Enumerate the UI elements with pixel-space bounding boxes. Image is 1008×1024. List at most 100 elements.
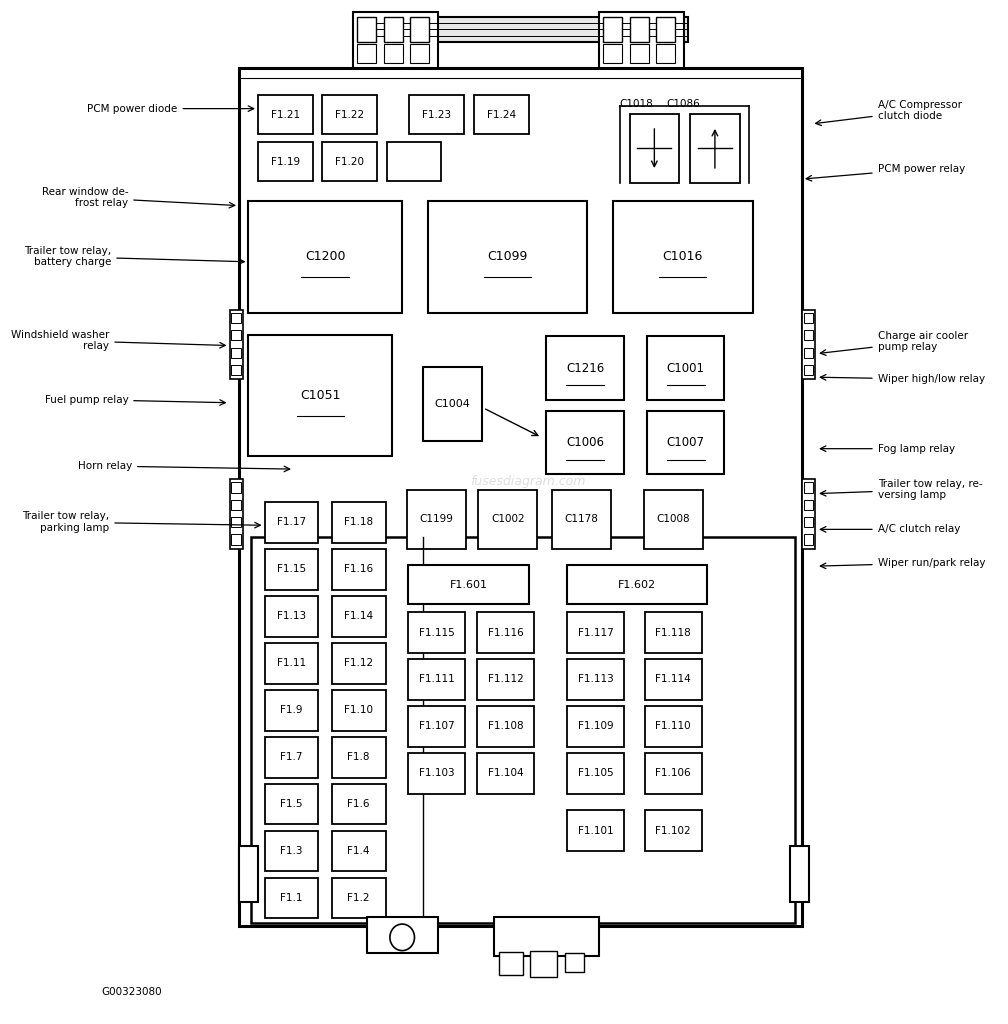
Text: Trailer tow relay, re-
versing lamp: Trailer tow relay, re- versing lamp [821,479,982,501]
Text: C1006: C1006 [566,436,604,450]
FancyBboxPatch shape [264,690,319,730]
Text: F1.104: F1.104 [488,768,523,778]
Text: Rear window de-
frost relay: Rear window de- frost relay [41,186,235,208]
Text: F1.112: F1.112 [488,675,524,684]
FancyBboxPatch shape [474,95,528,134]
FancyBboxPatch shape [568,565,708,604]
FancyBboxPatch shape [258,142,312,181]
FancyBboxPatch shape [232,500,241,510]
Text: F1.116: F1.116 [488,628,524,638]
FancyBboxPatch shape [248,201,402,313]
Text: F1.23: F1.23 [422,110,452,120]
FancyBboxPatch shape [645,706,702,746]
Text: Windshield washer
relay: Windshield washer relay [11,330,226,351]
Text: F1.16: F1.16 [344,564,373,574]
FancyBboxPatch shape [645,612,702,653]
FancyBboxPatch shape [630,16,649,42]
FancyBboxPatch shape [803,365,813,375]
Text: F1.117: F1.117 [578,628,614,638]
FancyBboxPatch shape [408,753,465,794]
FancyBboxPatch shape [332,736,386,777]
Text: C1001: C1001 [666,361,705,375]
Text: F1.5: F1.5 [280,799,302,809]
FancyBboxPatch shape [803,535,813,545]
Text: PCM power relay: PCM power relay [806,164,965,181]
FancyBboxPatch shape [479,489,537,549]
FancyBboxPatch shape [803,500,813,510]
FancyBboxPatch shape [789,846,808,902]
Text: A/C Compressor
clutch diode: A/C Compressor clutch diode [815,100,962,126]
FancyBboxPatch shape [478,612,534,653]
FancyBboxPatch shape [568,810,624,851]
FancyBboxPatch shape [409,95,464,134]
Text: F1.109: F1.109 [578,722,614,731]
Text: F1.602: F1.602 [618,580,656,590]
FancyBboxPatch shape [410,16,429,42]
Text: F1.10: F1.10 [344,706,373,715]
FancyBboxPatch shape [264,643,319,684]
Text: Wiper run/park relay: Wiper run/park relay [821,558,985,568]
Text: F1.3: F1.3 [280,846,302,856]
FancyBboxPatch shape [332,690,386,730]
FancyBboxPatch shape [353,11,437,68]
Text: F1.103: F1.103 [419,768,455,778]
FancyBboxPatch shape [410,44,429,62]
Text: Trailer tow relay,
battery charge: Trailer tow relay, battery charge [24,246,244,267]
Text: F1.101: F1.101 [578,825,614,836]
FancyBboxPatch shape [239,68,802,926]
Text: C1007: C1007 [666,436,705,450]
Text: F1.102: F1.102 [655,825,691,836]
FancyBboxPatch shape [264,783,319,824]
Text: F1.111: F1.111 [419,675,455,684]
FancyBboxPatch shape [803,517,813,527]
Text: F1.17: F1.17 [277,517,306,527]
Text: C1004: C1004 [434,398,471,409]
FancyBboxPatch shape [357,44,376,62]
FancyBboxPatch shape [232,482,241,493]
Text: C1016: C1016 [662,250,703,263]
FancyBboxPatch shape [647,411,725,474]
Text: F1.601: F1.601 [450,580,488,590]
Text: F1.19: F1.19 [271,157,300,167]
FancyBboxPatch shape [332,878,386,919]
FancyBboxPatch shape [248,335,392,456]
Text: Charge air cooler
pump relay: Charge air cooler pump relay [821,331,968,355]
Text: F1.114: F1.114 [655,675,691,684]
FancyBboxPatch shape [232,313,241,324]
FancyBboxPatch shape [230,479,243,549]
FancyBboxPatch shape [645,659,702,700]
FancyBboxPatch shape [656,16,675,42]
FancyBboxPatch shape [803,313,813,324]
FancyBboxPatch shape [803,482,813,493]
Text: F1.2: F1.2 [348,893,370,903]
FancyBboxPatch shape [645,753,702,794]
FancyBboxPatch shape [387,142,442,181]
Text: C1002: C1002 [491,514,524,524]
FancyBboxPatch shape [332,830,386,871]
Text: C1051: C1051 [300,389,341,402]
Text: A/C clutch relay: A/C clutch relay [821,524,960,535]
FancyBboxPatch shape [408,612,465,653]
FancyBboxPatch shape [264,502,319,543]
FancyBboxPatch shape [644,489,703,549]
Text: PCM power diode: PCM power diode [88,103,254,114]
FancyBboxPatch shape [408,659,465,700]
FancyBboxPatch shape [568,706,624,746]
FancyBboxPatch shape [232,535,241,545]
Text: F1.18: F1.18 [344,517,373,527]
FancyBboxPatch shape [647,336,725,399]
Text: F1.6: F1.6 [348,799,370,809]
Text: Fuel pump relay: Fuel pump relay [44,394,226,406]
FancyBboxPatch shape [803,347,813,357]
FancyBboxPatch shape [357,16,688,42]
FancyBboxPatch shape [803,330,813,340]
FancyBboxPatch shape [568,612,624,653]
Text: F1.22: F1.22 [335,110,364,120]
FancyBboxPatch shape [603,44,622,62]
FancyBboxPatch shape [332,502,386,543]
FancyBboxPatch shape [264,549,319,590]
Text: C1199: C1199 [419,514,454,524]
Text: F1.13: F1.13 [277,611,306,622]
FancyBboxPatch shape [232,517,241,527]
FancyBboxPatch shape [230,310,243,379]
